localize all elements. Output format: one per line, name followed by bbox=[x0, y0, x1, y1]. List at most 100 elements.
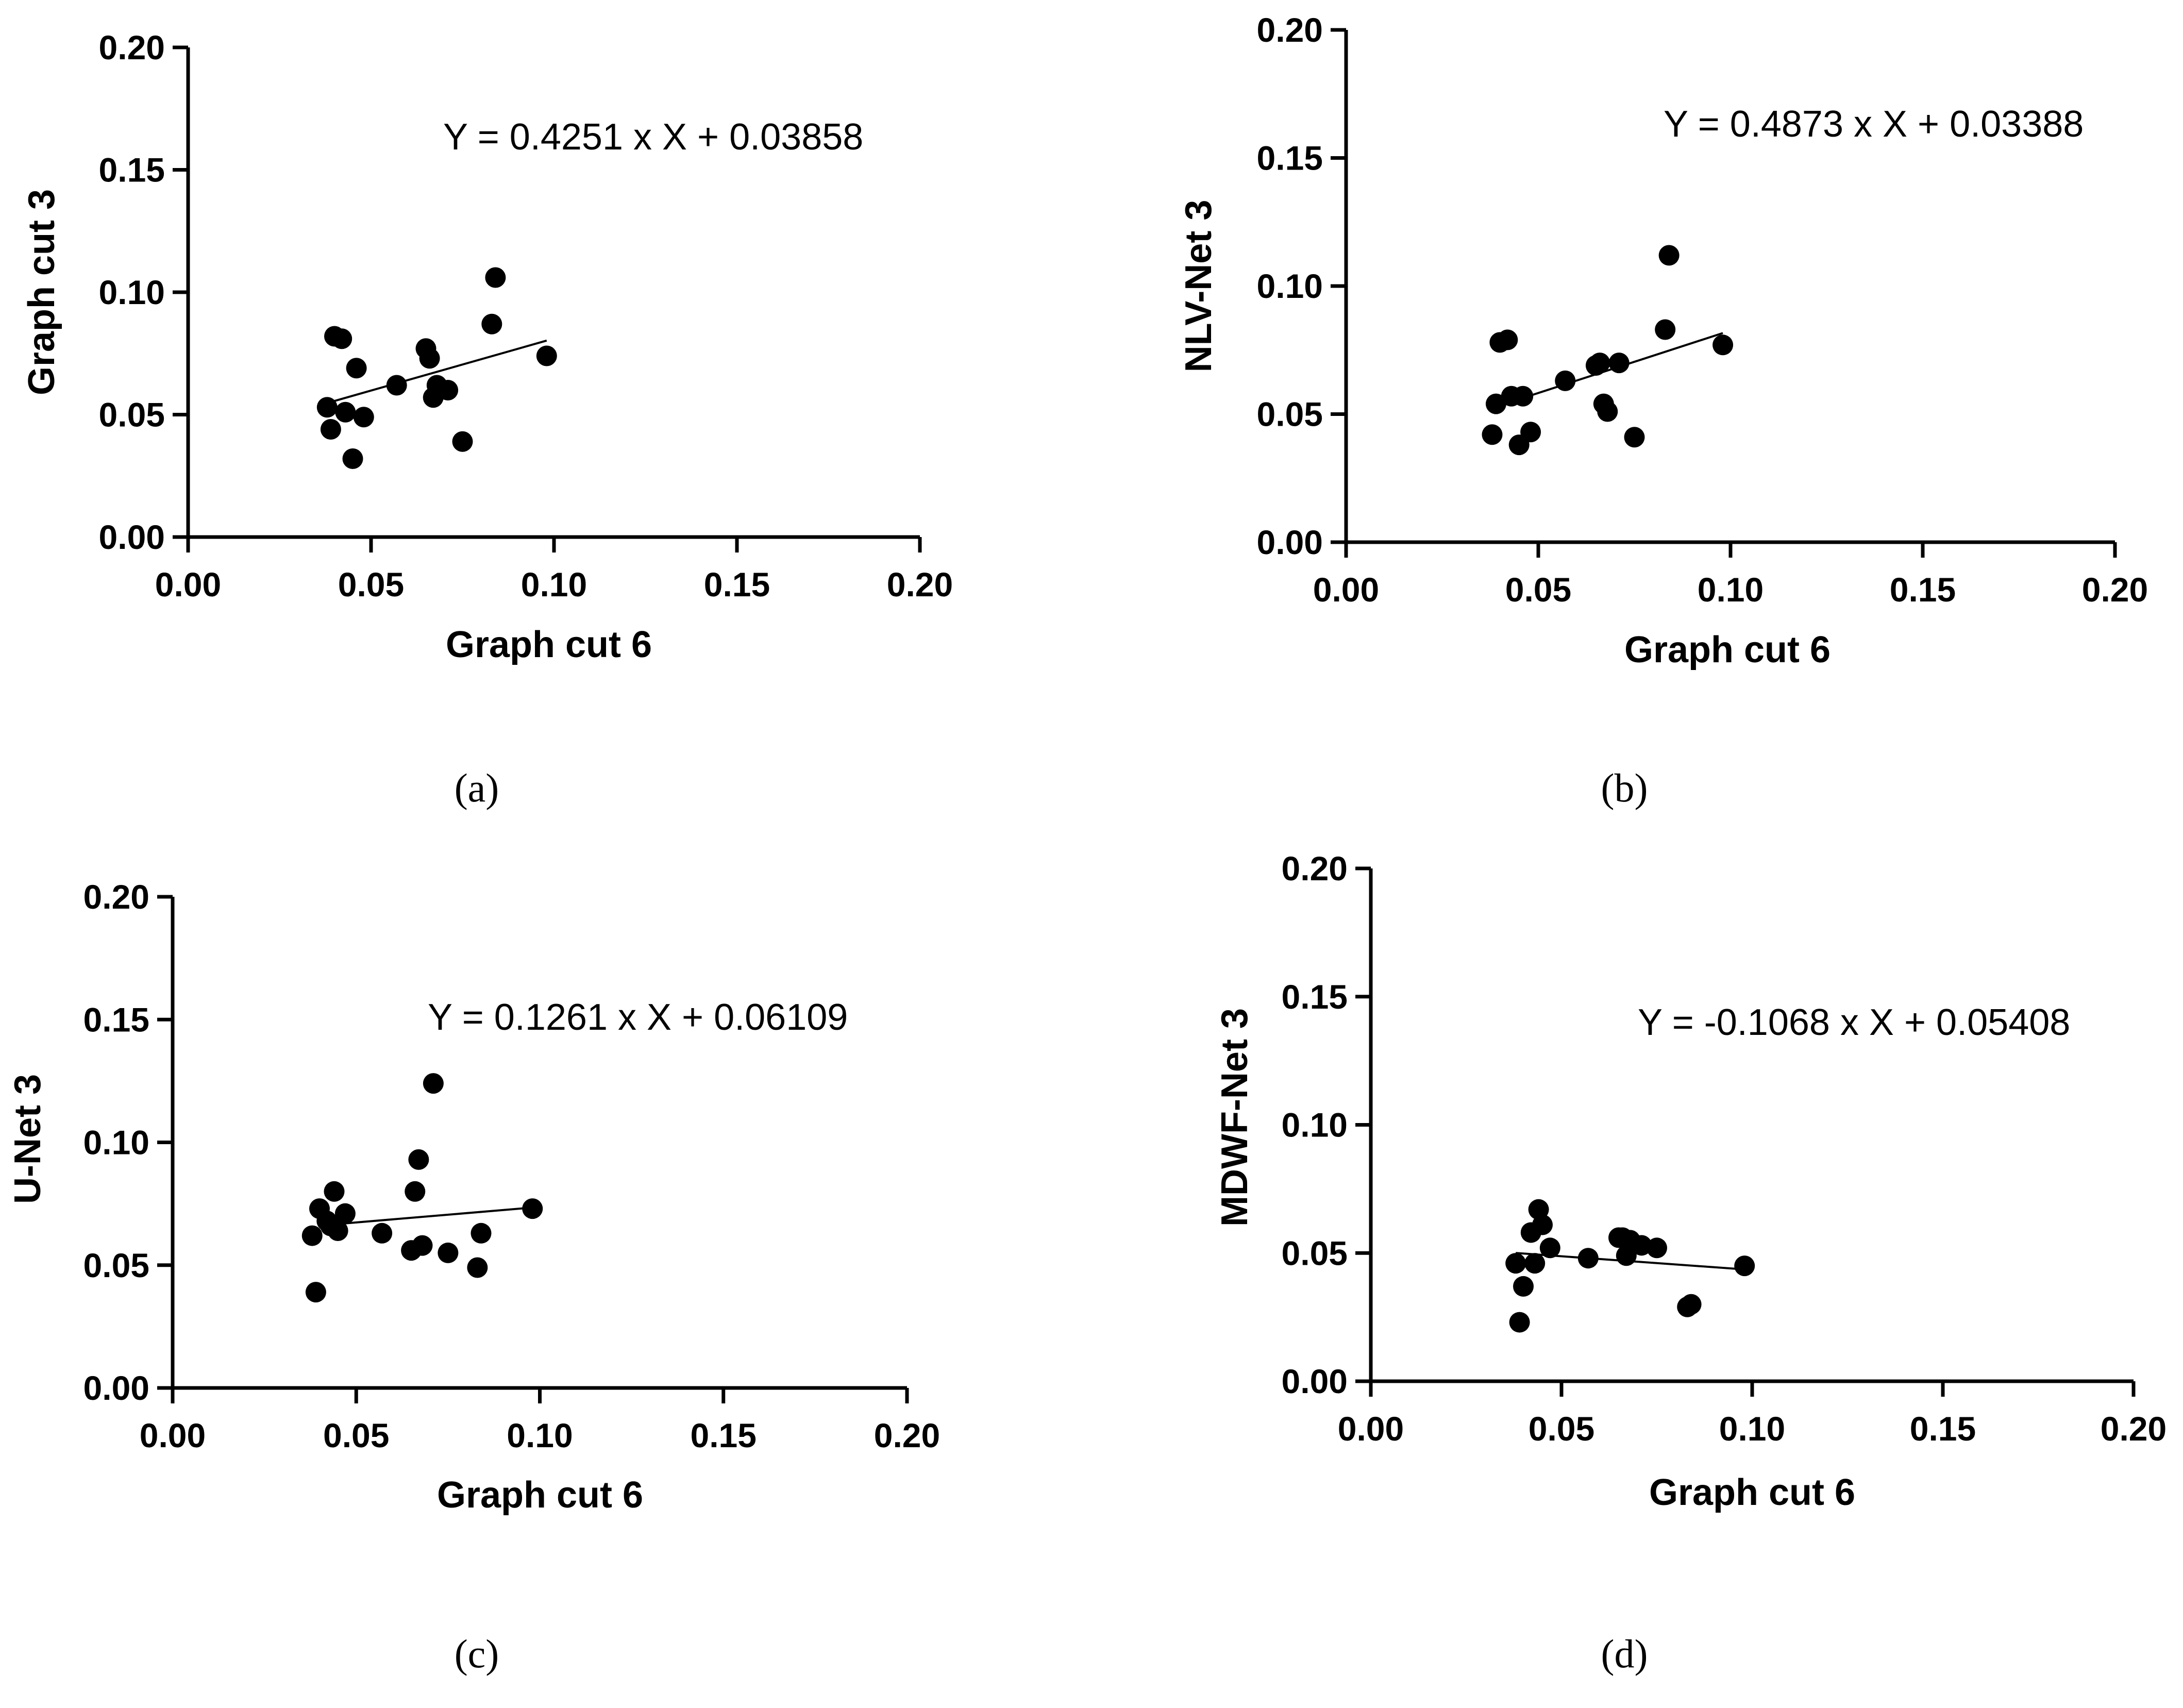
x-tick-label: 0.15 bbox=[691, 1416, 757, 1454]
data-point bbox=[1485, 393, 1506, 414]
data-point bbox=[419, 348, 440, 369]
y-tick-label: 0.05 bbox=[83, 1246, 149, 1284]
data-point bbox=[386, 375, 407, 396]
x-tick-label: 0.00 bbox=[155, 565, 221, 604]
data-point bbox=[1616, 1245, 1637, 1266]
data-point bbox=[334, 1203, 356, 1224]
data-point bbox=[1555, 370, 1576, 391]
x-tick-label: 0.15 bbox=[1910, 1410, 1976, 1448]
chart-panel-b: 0.00 0.05 0.10 0.15 0.20 0.00 0.05 0.10 0.15 0.20… bbox=[1178, 11, 2148, 810]
data-point bbox=[1513, 1276, 1534, 1297]
panel-label: (b) bbox=[1601, 765, 1648, 810]
x-axis-title: Graph cut 6 bbox=[1624, 629, 1831, 671]
regression-equation: Y = 0.4251 x X + 0.03858 bbox=[443, 116, 863, 158]
x-tick-label: 0.05 bbox=[323, 1416, 389, 1454]
x-tick-label: 0.10 bbox=[507, 1416, 573, 1454]
y-tick-label: 0.00 bbox=[1282, 1362, 1348, 1400]
y-tick-label: 0.00 bbox=[83, 1369, 149, 1407]
x-tick-label: 0.20 bbox=[2082, 571, 2148, 609]
data-point bbox=[1497, 329, 1518, 350]
x-tick-label: 0.20 bbox=[2101, 1410, 2167, 1448]
x-tick-label: 0.00 bbox=[1338, 1410, 1404, 1448]
data-point bbox=[320, 419, 341, 440]
x-tick-label: 0.10 bbox=[521, 565, 587, 604]
data-point bbox=[1577, 1248, 1599, 1269]
data-point bbox=[423, 1073, 444, 1094]
x-axis-title: Graph cut 6 bbox=[446, 624, 652, 665]
data-point bbox=[438, 1242, 459, 1263]
x-tick-label: 0.15 bbox=[1890, 571, 1956, 609]
data-point bbox=[1532, 1214, 1553, 1235]
y-tick-label: 0.10 bbox=[83, 1124, 149, 1162]
data-point bbox=[335, 401, 356, 423]
panel-label: (c) bbox=[455, 1631, 499, 1676]
y-tick-label: 0.00 bbox=[99, 518, 165, 556]
data-point bbox=[452, 431, 473, 452]
data-point bbox=[1597, 401, 1618, 422]
y-axis-title: MDWF-Net 3 bbox=[1214, 1008, 1255, 1227]
data-point bbox=[1712, 334, 1734, 356]
y-tick-label: 0.05 bbox=[1282, 1234, 1348, 1272]
data-point bbox=[301, 1225, 323, 1246]
data-point bbox=[467, 1257, 488, 1278]
data-point bbox=[324, 1181, 345, 1202]
data-point bbox=[316, 397, 338, 418]
data-point bbox=[522, 1198, 543, 1219]
y-tick-label: 0.20 bbox=[83, 878, 149, 916]
data-point bbox=[405, 1181, 426, 1202]
fit-line bbox=[327, 339, 547, 404]
y-tick-label: 0.10 bbox=[1257, 267, 1323, 305]
data-point bbox=[342, 448, 363, 469]
fit-line bbox=[319, 1207, 533, 1227]
x-tick-label: 0.20 bbox=[887, 565, 953, 604]
data-point bbox=[327, 1220, 348, 1242]
y-tick-label: 0.20 bbox=[99, 28, 165, 66]
data-point bbox=[408, 1149, 429, 1170]
data-point bbox=[1505, 1253, 1526, 1274]
data-point bbox=[1624, 427, 1645, 448]
chart-panel-c: 0.00 0.05 0.10 0.15 0.20 0.00 0.05 0.10 0.15 0.20… bbox=[7, 878, 940, 1676]
x-tick-label: 0.05 bbox=[1529, 1410, 1594, 1448]
x-tick-label: 0.05 bbox=[338, 565, 404, 604]
y-tick-label: 0.20 bbox=[1257, 11, 1323, 49]
data-point bbox=[1631, 1235, 1652, 1256]
chart-panel-a: 0.00 0.05 0.10 0.15 0.20 0.00 0.05 0.10 0.15 0.20… bbox=[21, 28, 953, 810]
data-point bbox=[481, 313, 502, 334]
y-tick-label: 0.20 bbox=[1282, 849, 1348, 888]
data-point bbox=[1734, 1255, 1755, 1277]
x-tick-label: 0.00 bbox=[140, 1416, 206, 1454]
y-axis-title: Graph cut 3 bbox=[21, 189, 62, 395]
regression-equation: Y = 0.1261 x X + 0.06109 bbox=[428, 997, 848, 1038]
data-point bbox=[305, 1282, 326, 1303]
x-tick-label: 0.10 bbox=[1719, 1410, 1785, 1448]
regression-equation: Y = -0.1068 x X + 0.05408 bbox=[1638, 1002, 2070, 1043]
x-axis-title: Graph cut 6 bbox=[1649, 1472, 1855, 1513]
data-point bbox=[471, 1223, 492, 1244]
data-point bbox=[1482, 424, 1503, 445]
data-point bbox=[1647, 1237, 1667, 1259]
y-tick-label: 0.00 bbox=[1257, 523, 1323, 561]
data-point bbox=[1509, 1312, 1530, 1333]
data-point bbox=[331, 328, 352, 349]
data-point bbox=[485, 267, 506, 288]
y-tick-label: 0.15 bbox=[1282, 978, 1348, 1016]
x-tick-label: 0.05 bbox=[1505, 571, 1571, 609]
data-point bbox=[372, 1223, 393, 1244]
data-point bbox=[1528, 1199, 1549, 1220]
data-point bbox=[1658, 245, 1680, 266]
x-tick-label: 0.15 bbox=[704, 565, 770, 604]
regression-equation: Y = 0.4873 x X + 0.03388 bbox=[1664, 104, 2084, 145]
data-point bbox=[1589, 353, 1610, 374]
y-tick-label: 0.05 bbox=[99, 396, 165, 434]
x-tick-label: 0.00 bbox=[1313, 571, 1379, 609]
y-axis-title: NLV-Net 3 bbox=[1178, 200, 1219, 373]
y-tick-label: 0.10 bbox=[99, 273, 165, 311]
y-tick-label: 0.15 bbox=[99, 151, 165, 189]
data-point bbox=[1513, 386, 1534, 407]
data-point bbox=[412, 1235, 433, 1256]
x-tick-label: 0.20 bbox=[874, 1416, 940, 1454]
panel-label: (a) bbox=[455, 765, 499, 810]
x-tick-label: 0.10 bbox=[1698, 571, 1764, 609]
y-tick-label: 0.10 bbox=[1282, 1106, 1348, 1144]
